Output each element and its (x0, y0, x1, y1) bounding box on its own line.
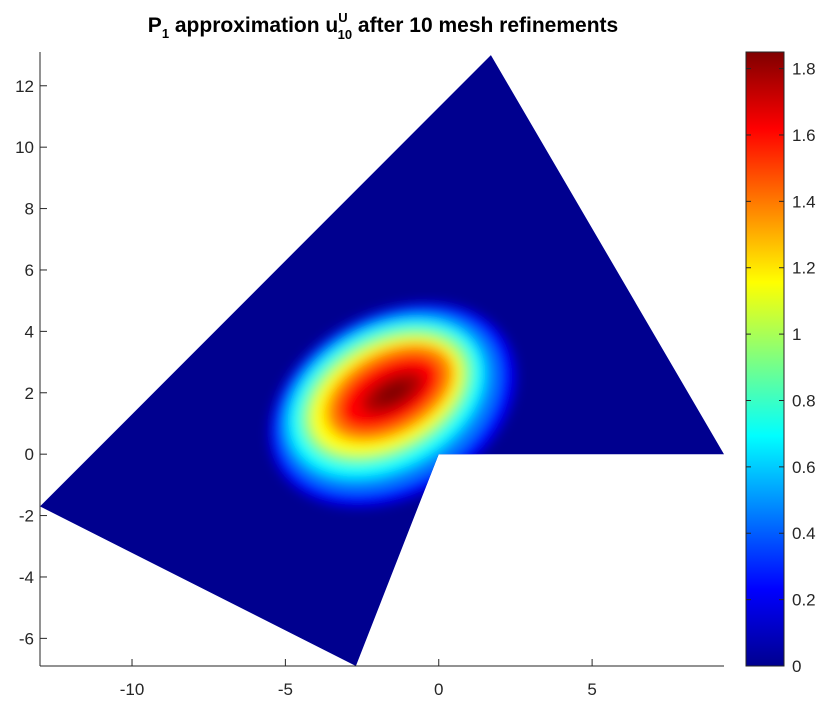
y-tick-label: 6 (25, 261, 34, 280)
contour-band (376, 381, 410, 405)
y-tick: 6 (25, 261, 47, 280)
colorbar-tick: 0.6 (746, 458, 816, 477)
y-tick-label: 4 (25, 322, 34, 341)
plot-area (40, 55, 724, 666)
colorbar-gradient (745, 51, 785, 667)
y-tick-label: -2 (19, 507, 34, 526)
y-tick-label: -4 (19, 568, 34, 587)
colorbar-tick-label: 0.2 (792, 591, 816, 610)
x-tick: -10 (120, 659, 145, 699)
colorbar-tick-label: 0 (792, 657, 801, 676)
y-ticks: -6 -4 -2 0 2 4 6 8 10 12 (15, 77, 47, 648)
colorbar-tick: 1.2 (746, 259, 816, 278)
y-tick: -6 (19, 629, 47, 648)
colorbar-tick-label: 1.8 (792, 60, 816, 79)
x-tick-label: 5 (587, 680, 596, 699)
y-tick: 12 (15, 77, 47, 96)
solution-blob (269, 303, 516, 507)
colorbar-tick: 1.4 (746, 192, 816, 211)
y-tick-label: 0 (25, 445, 34, 464)
colorbar: 0 0.2 0.4 0.6 0.8 1 1.2 1.4 1.6 1.8 (745, 51, 816, 676)
y-tick: 4 (25, 322, 47, 341)
colorbar-tick: 0.4 (746, 524, 816, 543)
colorbar-tick-label: 0.6 (792, 458, 816, 477)
x-tick: 5 (587, 659, 597, 699)
colorbar-tick: 1.6 (746, 126, 816, 145)
colorbar-tick: 1 (746, 325, 801, 344)
y-tick: 2 (25, 384, 47, 403)
y-tick: 8 (25, 200, 47, 219)
y-tick-label: 2 (25, 384, 34, 403)
colorbar-tick-label: 1 (792, 325, 801, 344)
colorbar-tick-label: 1.2 (792, 259, 816, 278)
x-tick: -5 (278, 659, 293, 699)
y-tick: 10 (15, 138, 47, 157)
y-tick-label: 10 (15, 138, 34, 157)
colorbar-tick: 0 (746, 657, 801, 676)
y-tick: -2 (19, 507, 47, 526)
y-tick-label: 8 (25, 200, 34, 219)
y-tick: 0 (25, 445, 47, 464)
axes: -10 -5 0 5 -6 -4 -2 0 2 4 6 8 10 12 (15, 52, 724, 699)
colorbar-tick: 1.8 (746, 60, 816, 79)
colorbar-tick-label: 0.4 (792, 524, 816, 543)
colorbar-tick-label: 1.6 (792, 126, 816, 145)
colorbar-tick-label: 0.8 (792, 391, 816, 410)
x-tick-label: -10 (120, 680, 145, 699)
x-tick-label: -5 (278, 680, 293, 699)
x-tick-label: 0 (434, 680, 443, 699)
chart-title: P1 approximation uU 10 after 10 mesh refi… (148, 10, 618, 42)
colorbar-tick-label: 1.4 (792, 192, 816, 211)
colorbar-tick: 0.2 (746, 591, 816, 610)
y-tick-label: -6 (19, 629, 34, 648)
colorbar-ticks: 0 0.2 0.4 0.6 0.8 1 1.2 1.4 1.6 1.8 (746, 60, 816, 676)
x-tick: 0 (434, 659, 443, 699)
y-tick-label: 12 (15, 77, 34, 96)
colorbar-tick: 0.8 (746, 391, 816, 410)
y-tick: -4 (19, 568, 47, 587)
x-ticks: -10 -5 0 5 (120, 659, 597, 699)
